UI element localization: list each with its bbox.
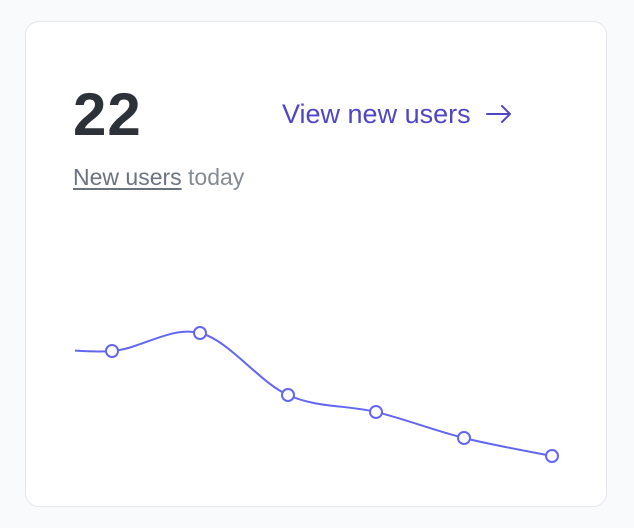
point [369, 405, 383, 419]
point [545, 449, 559, 463]
card [25, 21, 607, 507]
stat-label-rest: today [188, 164, 245, 190]
point [457, 431, 471, 445]
stat-label: New users today [73, 162, 244, 192]
view-users-link[interactable]: View new users [282, 97, 513, 131]
point [105, 344, 119, 358]
view-users-text: View new users [282, 99, 471, 129]
point [193, 326, 207, 340]
new-users-link[interactable]: New users [73, 164, 182, 190]
point [18, 340, 30, 352]
arrow-icon [485, 105, 511, 123]
stat-value: 22 [73, 81, 142, 148]
point [281, 388, 295, 402]
